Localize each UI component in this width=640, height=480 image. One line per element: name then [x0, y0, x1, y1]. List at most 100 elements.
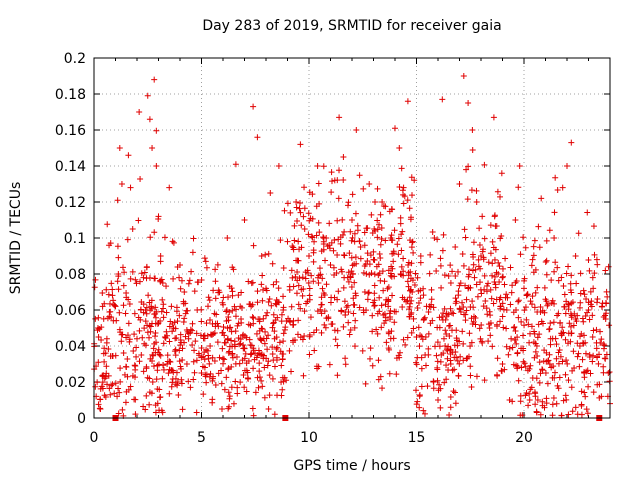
data-point — [320, 238, 327, 245]
data-point — [260, 335, 267, 342]
data-point — [465, 163, 472, 170]
data-point — [386, 346, 393, 353]
data-point — [117, 365, 124, 372]
data-point — [149, 378, 156, 385]
data-point — [251, 356, 258, 363]
data-point — [114, 393, 121, 400]
data-point — [141, 325, 148, 332]
data-point — [600, 363, 607, 370]
data-point — [249, 279, 256, 286]
data-point — [168, 383, 175, 390]
data-point — [534, 397, 541, 404]
data-point — [328, 294, 335, 301]
data-point — [551, 268, 558, 275]
data-point — [152, 333, 159, 340]
data-point — [408, 309, 415, 316]
data-point — [515, 184, 522, 191]
data-point — [360, 269, 367, 276]
data-point — [314, 163, 321, 169]
data-point — [130, 348, 137, 355]
data-point — [356, 304, 363, 311]
data-point — [306, 285, 313, 292]
data-point — [126, 301, 133, 308]
data-point — [402, 341, 409, 348]
data-point — [206, 297, 213, 304]
data-point — [382, 237, 389, 244]
data-point — [497, 318, 504, 325]
data-point — [369, 312, 376, 319]
data-point — [388, 236, 395, 243]
data-point — [577, 333, 584, 340]
data-point — [468, 187, 475, 194]
data-point — [491, 278, 498, 285]
data-point — [584, 209, 591, 216]
data-point — [326, 361, 333, 368]
data-point — [584, 309, 591, 316]
data-point — [103, 339, 110, 346]
data-point — [391, 319, 398, 326]
data-point — [168, 303, 175, 310]
data-point — [348, 254, 355, 261]
data-point — [604, 293, 611, 300]
data-point — [538, 195, 545, 202]
data-point — [250, 320, 257, 327]
data-point — [275, 299, 282, 306]
data-point — [433, 268, 440, 275]
data-point — [479, 213, 486, 220]
data-point — [509, 282, 516, 289]
data-point — [404, 197, 411, 204]
data-point — [305, 280, 312, 287]
data-point — [301, 332, 308, 339]
data-point — [456, 181, 463, 187]
data-point — [137, 316, 144, 323]
data-point — [512, 217, 519, 223]
data-point — [354, 227, 361, 234]
data-point — [193, 357, 200, 364]
data-point — [320, 163, 327, 170]
data-point — [179, 345, 186, 352]
data-point — [188, 268, 195, 275]
data-point — [269, 375, 276, 382]
data-point — [250, 315, 257, 322]
data-point — [140, 301, 147, 308]
data-point — [478, 338, 485, 345]
data-point — [438, 284, 445, 291]
data-point — [536, 359, 543, 366]
data-point — [296, 199, 303, 206]
data-point — [456, 360, 463, 367]
data-point — [417, 259, 424, 266]
data-point — [590, 389, 597, 396]
data-point — [221, 386, 228, 393]
data-point — [238, 289, 245, 296]
data-point — [547, 320, 554, 327]
data-point — [596, 351, 603, 358]
data-point — [597, 328, 604, 335]
data-point — [395, 235, 402, 242]
data-point — [202, 258, 209, 265]
data-point — [125, 320, 132, 327]
data-point — [481, 161, 488, 168]
data-point — [262, 328, 269, 335]
data-point — [452, 389, 458, 396]
data-point — [151, 76, 158, 83]
data-point — [581, 369, 588, 376]
data-point — [147, 307, 154, 314]
data-point — [335, 288, 342, 295]
data-point — [506, 345, 513, 352]
data-point — [202, 373, 209, 380]
data-point — [294, 217, 301, 224]
data-point — [136, 358, 143, 365]
data-point — [157, 352, 164, 359]
data-point — [452, 300, 459, 307]
data-point — [588, 303, 595, 310]
data-point — [443, 376, 450, 383]
data-point — [153, 308, 160, 315]
data-point — [539, 402, 546, 409]
data-point — [410, 325, 417, 332]
data-point — [487, 286, 494, 293]
data-point — [568, 330, 575, 337]
data-point — [219, 405, 226, 412]
data-point — [559, 184, 566, 191]
data-point — [522, 392, 529, 399]
data-point — [433, 352, 440, 359]
